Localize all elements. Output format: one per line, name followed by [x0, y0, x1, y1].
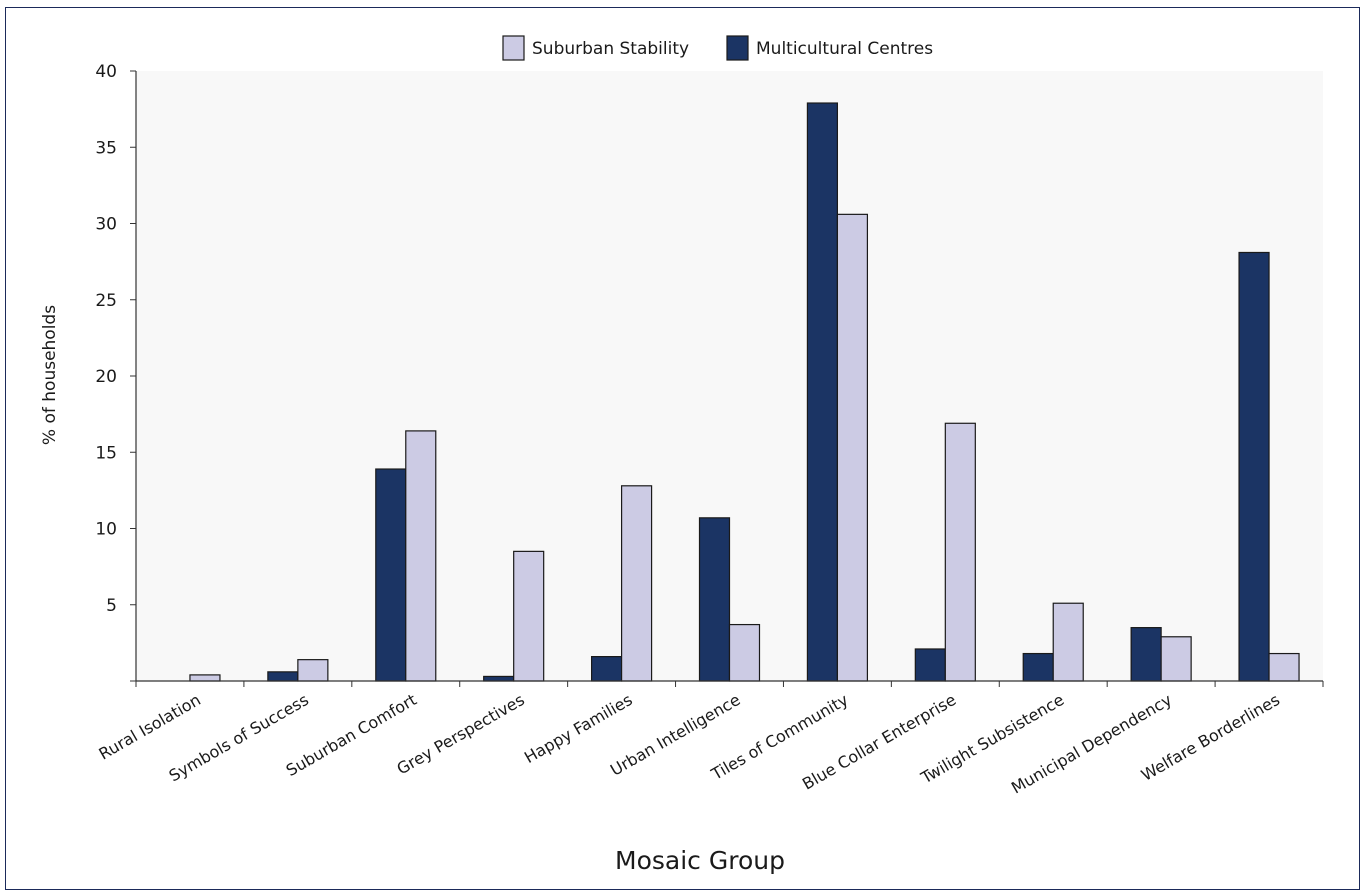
- bar-suburban-stability: [513, 550, 545, 682]
- bar-multicultural-centres: [1238, 251, 1270, 682]
- bar-multicultural-centres: [1130, 627, 1162, 682]
- x-category-label: Happy Families: [521, 690, 636, 767]
- bar-multicultural-centres: [698, 517, 731, 682]
- bar-suburban-stability: [297, 659, 329, 682]
- x-axis-label: Mosaic Group: [615, 846, 785, 875]
- bar-multicultural-centres: [590, 655, 623, 682]
- y-tick-label: 30: [95, 215, 117, 235]
- y-tick-label: 20: [95, 367, 117, 387]
- y-tick-label: 10: [95, 520, 117, 540]
- bar-multicultural-centres: [375, 468, 407, 682]
- bar-suburban-stability: [836, 213, 869, 682]
- y-tick-label: 5: [106, 596, 117, 616]
- bar-suburban-stability: [620, 485, 653, 682]
- y-tick-label: 35: [95, 138, 117, 158]
- bar-multicultural-centres: [806, 102, 839, 682]
- y-tick-label: 40: [95, 62, 117, 82]
- x-category-label: Rural Isolation: [96, 690, 204, 764]
- bar-multicultural-centres: [483, 675, 515, 682]
- bar-multicultural-centres: [267, 671, 299, 682]
- bar-multicultural-centres: [1022, 652, 1054, 682]
- bar-suburban-stability: [728, 623, 761, 682]
- legend-swatch: [726, 35, 749, 61]
- bar-suburban-stability: [1268, 652, 1300, 682]
- legend-swatch: [502, 35, 525, 61]
- bar-suburban-stability: [405, 430, 437, 682]
- y-axis-ticks: 5 10 15 20 25 30 35 40: [95, 62, 136, 682]
- legend: Suburban Stability Multicultural Centres: [502, 35, 933, 61]
- legend-label: Multicultural Centres: [756, 39, 933, 59]
- y-tick-label: 25: [95, 291, 117, 311]
- x-axis-ticks: [135, 681, 1324, 687]
- bar-suburban-stability: [1052, 602, 1084, 682]
- bar-suburban-stability: [944, 422, 976, 682]
- y-tick-label: 15: [95, 443, 117, 463]
- legend-label: Suburban Stability: [532, 39, 689, 59]
- bars: [189, 102, 1300, 682]
- bar-suburban-stability: [1160, 636, 1192, 682]
- y-axis-label: % of households: [40, 305, 60, 445]
- bar-multicultural-centres: [914, 648, 946, 682]
- bar-suburban-stability: [189, 674, 221, 682]
